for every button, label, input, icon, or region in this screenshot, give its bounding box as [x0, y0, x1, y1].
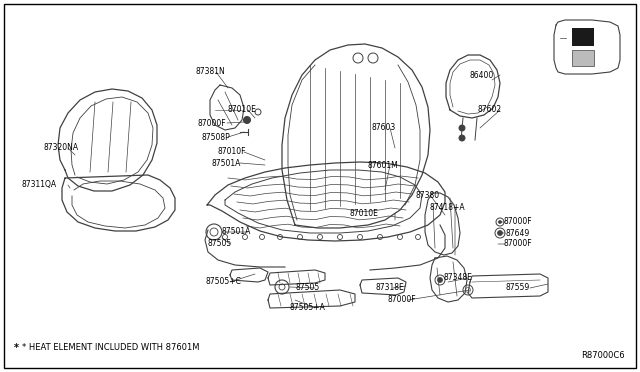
Circle shape [499, 221, 502, 224]
Circle shape [243, 116, 250, 124]
Text: 87000F: 87000F [198, 119, 227, 128]
Text: 87000F: 87000F [503, 240, 532, 248]
Text: 87505+C: 87505+C [205, 278, 241, 286]
Text: 87505+A: 87505+A [290, 304, 326, 312]
Text: 87380: 87380 [415, 190, 439, 199]
Circle shape [497, 231, 502, 235]
Text: 87010E: 87010E [228, 106, 257, 115]
Text: 87505: 87505 [208, 240, 232, 248]
Text: 87505: 87505 [295, 283, 319, 292]
Text: R87000C6: R87000C6 [581, 350, 625, 359]
Text: 87559: 87559 [505, 283, 529, 292]
Text: 87010F: 87010F [218, 148, 246, 157]
Text: * HEAT ELEMENT INCLUDED WITH 87601M: * HEAT ELEMENT INCLUDED WITH 87601M [22, 343, 200, 353]
Text: 87508P: 87508P [202, 132, 231, 141]
Text: 87603: 87603 [372, 124, 396, 132]
Text: 87381N: 87381N [195, 67, 225, 77]
Text: 87501A: 87501A [212, 158, 241, 167]
Text: 87000F: 87000F [388, 295, 417, 305]
Text: 87318E: 87318E [375, 283, 404, 292]
Bar [572, 28, 594, 46]
Bar [572, 50, 594, 66]
Text: 87311QA: 87311QA [22, 180, 57, 189]
Text: 86400: 86400 [470, 71, 494, 80]
Text: 87010E: 87010E [349, 208, 378, 218]
Text: 87348E: 87348E [443, 273, 472, 282]
Circle shape [459, 135, 465, 141]
Text: 87000F: 87000F [503, 218, 532, 227]
Text: 87601M: 87601M [368, 160, 399, 170]
Text: 87602: 87602 [478, 106, 502, 115]
Circle shape [438, 278, 442, 282]
Text: 87649: 87649 [505, 228, 529, 237]
Text: 87501A: 87501A [222, 228, 252, 237]
Text: 87418+A: 87418+A [430, 203, 466, 212]
Text: 87320NA: 87320NA [43, 144, 78, 153]
Circle shape [459, 125, 465, 131]
Text: *: * [14, 343, 19, 353]
